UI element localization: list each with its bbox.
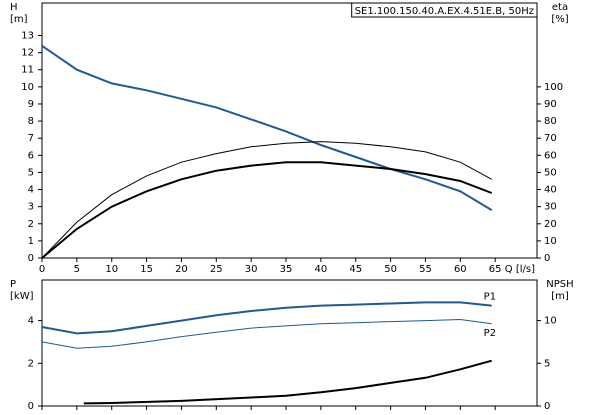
- series-line: [41, 318, 492, 349]
- y2-tick-label: 90: [544, 99, 557, 110]
- x-axis-label: Q [l/s]: [505, 264, 535, 275]
- y-tick-label: 0: [28, 401, 34, 412]
- y2-tick-label: 50: [544, 167, 557, 178]
- y-tick-label: 11: [21, 65, 34, 76]
- y-tick-label: 12: [21, 48, 34, 59]
- y2-axis-label: NPSH: [546, 279, 573, 290]
- y2-tick-label: 30: [544, 202, 557, 213]
- y-tick-label: 4: [28, 185, 34, 196]
- x-tick-label: 60: [454, 264, 467, 275]
- y2-tick-label: 70: [544, 133, 557, 144]
- plot-frame: [41, 279, 538, 407]
- y2-tick-label: 80: [544, 116, 557, 127]
- y-tick-label: 9: [28, 99, 34, 110]
- plot-frame: [41, 2, 538, 259]
- y-axis-label: H: [10, 2, 18, 13]
- y2-tick-label: 40: [544, 185, 557, 196]
- chart-title: SE1.100.150.40.A.EX.4.51E.B, 50Hz: [355, 6, 534, 17]
- x-tick-label: 15: [140, 264, 153, 275]
- y-tick-label: 0: [28, 253, 34, 264]
- y-tick-label: 4: [28, 316, 34, 327]
- y2-tick-label: 0: [544, 253, 550, 264]
- y-tick-label: 1: [28, 236, 34, 247]
- series-line: [41, 44, 493, 211]
- x-tick-label: 65: [489, 264, 502, 275]
- x-tick-label: 45: [349, 264, 362, 275]
- series-label: P1: [484, 292, 496, 303]
- y2-tick-label: 0: [544, 401, 550, 412]
- y-tick-label: 2: [28, 358, 34, 369]
- x-tick-label: 5: [74, 264, 80, 275]
- series-line: [41, 161, 493, 259]
- title-box: [351, 2, 538, 18]
- x-tick-label: 10: [105, 264, 118, 275]
- y2-tick-label: 10: [544, 316, 557, 327]
- x-tick-label: 25: [210, 264, 223, 275]
- y2-axis-label: eta: [552, 2, 568, 13]
- y2-tick-label: 20: [544, 219, 557, 230]
- y-tick-label: 6: [28, 150, 34, 161]
- series-label: P2: [484, 328, 496, 339]
- series-line: [41, 301, 492, 335]
- y-tick-label: 5: [28, 167, 34, 178]
- series-line: [83, 359, 492, 405]
- y-tick-label: 13: [21, 31, 34, 42]
- y-tick-label: 8: [28, 116, 34, 127]
- y2-tick-label: 100: [544, 82, 563, 93]
- y-axis-unit: [m]: [10, 14, 28, 25]
- y2-axis-unit: [m]: [551, 291, 569, 302]
- y-tick-label: 10: [21, 82, 34, 93]
- x-tick-label: 0: [39, 264, 45, 275]
- x-tick-label: 35: [280, 264, 293, 275]
- series-line: [41, 141, 492, 259]
- y2-tick-label: 5: [544, 358, 550, 369]
- x-tick-label: 50: [384, 264, 397, 275]
- x-tick-label: 30: [245, 264, 258, 275]
- y-axis-unit: [kW]: [10, 291, 34, 302]
- y2-axis-unit: [%]: [551, 14, 568, 25]
- y-tick-label: 7: [28, 133, 34, 144]
- y-tick-label: 3: [28, 202, 34, 213]
- x-tick-label: 40: [315, 264, 328, 275]
- x-tick-label: 20: [175, 264, 188, 275]
- y2-tick-label: 10: [544, 236, 557, 247]
- y-tick-label: 2: [28, 219, 34, 230]
- x-tick-label: 55: [419, 264, 432, 275]
- y-axis-label: P: [10, 279, 16, 290]
- y2-tick-label: 60: [544, 150, 557, 161]
